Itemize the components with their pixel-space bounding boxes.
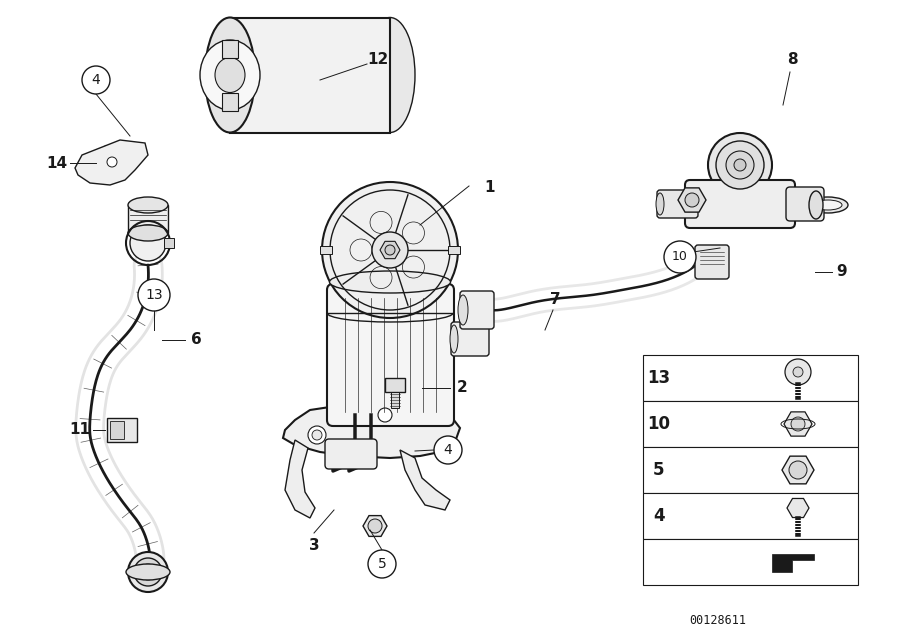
Ellipse shape xyxy=(215,57,245,92)
Text: 4: 4 xyxy=(444,443,453,457)
Ellipse shape xyxy=(656,193,664,215)
Text: 9: 9 xyxy=(837,265,847,279)
Circle shape xyxy=(685,193,699,207)
Bar xyxy=(128,205,168,233)
Circle shape xyxy=(308,426,326,444)
FancyBboxPatch shape xyxy=(657,190,698,218)
Ellipse shape xyxy=(809,191,823,219)
Circle shape xyxy=(372,232,408,268)
Ellipse shape xyxy=(814,200,842,210)
Text: 5: 5 xyxy=(653,461,665,479)
Text: 6: 6 xyxy=(191,333,202,347)
Text: 3: 3 xyxy=(309,537,320,553)
Bar xyxy=(107,418,137,442)
Polygon shape xyxy=(75,140,148,185)
Text: 00128611: 00128611 xyxy=(689,614,746,626)
Ellipse shape xyxy=(365,18,415,132)
Circle shape xyxy=(82,66,110,94)
Ellipse shape xyxy=(450,325,458,353)
Circle shape xyxy=(312,430,322,440)
FancyBboxPatch shape xyxy=(451,322,489,356)
Circle shape xyxy=(368,519,382,533)
Bar xyxy=(643,447,858,493)
Text: 13: 13 xyxy=(647,369,670,387)
Text: 8: 8 xyxy=(787,53,797,67)
Circle shape xyxy=(434,436,462,464)
Circle shape xyxy=(708,133,772,197)
Text: 11: 11 xyxy=(69,422,91,438)
Text: 10: 10 xyxy=(647,415,670,433)
Circle shape xyxy=(322,182,458,318)
Polygon shape xyxy=(285,440,315,518)
Ellipse shape xyxy=(808,197,848,213)
Polygon shape xyxy=(772,554,814,572)
Circle shape xyxy=(368,550,396,578)
Polygon shape xyxy=(400,450,450,510)
Circle shape xyxy=(734,159,746,171)
Bar xyxy=(230,18,390,133)
Bar xyxy=(643,539,858,585)
Circle shape xyxy=(664,241,696,273)
Ellipse shape xyxy=(128,197,168,213)
Circle shape xyxy=(378,408,392,422)
Text: 12: 12 xyxy=(367,53,389,67)
FancyBboxPatch shape xyxy=(327,284,454,426)
Ellipse shape xyxy=(128,225,168,241)
Circle shape xyxy=(130,225,166,261)
Bar xyxy=(164,238,174,248)
Bar xyxy=(320,246,332,254)
Text: 10: 10 xyxy=(672,251,688,263)
Ellipse shape xyxy=(458,295,468,325)
FancyBboxPatch shape xyxy=(695,245,729,279)
Bar xyxy=(643,493,858,539)
Bar xyxy=(110,421,124,439)
Text: 2: 2 xyxy=(456,380,467,396)
Bar xyxy=(448,246,460,254)
Bar xyxy=(222,93,238,111)
FancyBboxPatch shape xyxy=(460,291,494,329)
Text: 7: 7 xyxy=(550,293,561,307)
Text: 14: 14 xyxy=(47,155,68,170)
Circle shape xyxy=(793,367,803,377)
Text: 4: 4 xyxy=(92,73,101,87)
Circle shape xyxy=(791,417,805,431)
Circle shape xyxy=(134,558,162,586)
Text: 1: 1 xyxy=(485,179,495,195)
FancyBboxPatch shape xyxy=(786,187,824,221)
Ellipse shape xyxy=(205,18,255,132)
Circle shape xyxy=(128,552,168,592)
Bar xyxy=(643,401,858,447)
Bar xyxy=(222,40,238,58)
Circle shape xyxy=(140,564,156,580)
Text: 5: 5 xyxy=(378,557,386,571)
FancyBboxPatch shape xyxy=(325,439,377,469)
Ellipse shape xyxy=(329,271,451,293)
Text: 13: 13 xyxy=(145,288,163,302)
Circle shape xyxy=(385,245,395,255)
Bar xyxy=(391,392,399,408)
Circle shape xyxy=(107,157,117,167)
Ellipse shape xyxy=(126,564,170,580)
Circle shape xyxy=(138,279,170,311)
Bar xyxy=(385,378,405,392)
Circle shape xyxy=(785,359,811,385)
Polygon shape xyxy=(283,403,460,458)
Ellipse shape xyxy=(200,40,260,110)
Circle shape xyxy=(789,461,807,479)
FancyBboxPatch shape xyxy=(685,180,795,228)
Bar xyxy=(643,355,858,401)
Circle shape xyxy=(726,151,754,179)
Circle shape xyxy=(716,141,764,189)
Text: 4: 4 xyxy=(653,507,665,525)
